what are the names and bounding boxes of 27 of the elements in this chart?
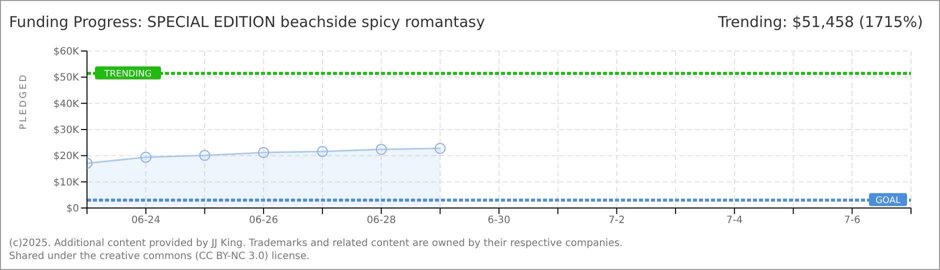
y-tick-label: $0 xyxy=(66,204,79,215)
point xyxy=(376,144,387,155)
y-tick-label: $20K xyxy=(53,151,80,162)
chart-title: Funding Progress: SPECIAL EDITION beachside spicy romantasy xyxy=(9,13,485,31)
x-tick-label: 7-2 xyxy=(608,215,625,226)
y-tick-label: $40K xyxy=(53,98,80,110)
x-tick-label: 7-4 xyxy=(726,215,743,226)
x-tick-label: 06-24 xyxy=(131,215,160,226)
chart-subtitle: Trending: $51,458 (1715%) xyxy=(718,13,923,31)
point xyxy=(316,146,328,157)
x-tick-label: 6-30 xyxy=(488,215,510,226)
y-tick-label: $60K xyxy=(53,46,80,58)
point xyxy=(258,147,270,158)
y-tick-label: $10K xyxy=(53,177,80,188)
text: Shared under the creative commons (CC BY-NC 3.0) license. xyxy=(9,250,311,263)
x-tick-label: 06-28 xyxy=(366,215,396,226)
ref-line-label: TRENDING xyxy=(103,69,152,80)
y-tick-label: $50K xyxy=(53,72,80,84)
text: (c)2025. Additional content provided by JJ King. Trademarks and related content are owned by their respective companies. xyxy=(9,237,623,250)
x-tick-label: 7-6 xyxy=(844,215,860,226)
point xyxy=(434,142,446,154)
x-tick-label: 06-26 xyxy=(249,215,278,226)
ref-line-label: GOAL xyxy=(875,196,901,206)
y-axis-title: PLEDGED xyxy=(19,72,30,130)
y-tick-label: $30K xyxy=(53,125,80,136)
point xyxy=(140,152,152,163)
point xyxy=(199,150,210,161)
